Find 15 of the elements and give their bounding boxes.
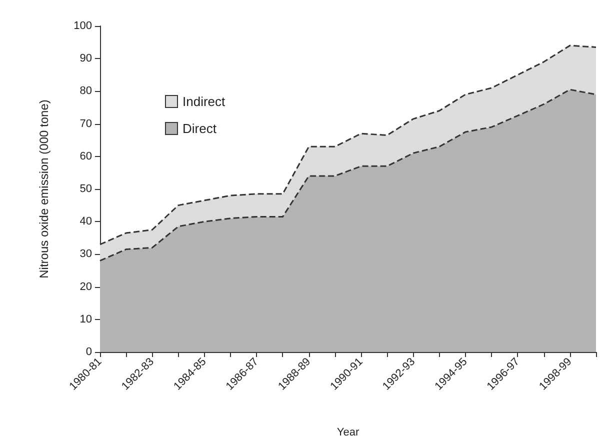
legend-label: Indirect [182, 94, 226, 109]
y-tick-label: 10 [80, 313, 92, 326]
y-tick-label: 40 [80, 216, 92, 228]
y-tick-label: 90 [80, 52, 92, 65]
y-tick-label: 100 [74, 20, 92, 32]
y-tick-label: 0 [86, 346, 92, 358]
y-tick-label: 60 [80, 150, 92, 162]
x-axis-title: Year [336, 426, 360, 438]
y-tick-label: 30 [80, 248, 92, 260]
y-tick-label: 80 [80, 85, 92, 98]
legend-label: Direct [182, 121, 217, 136]
y-tick-label: 50 [80, 183, 92, 195]
y-tick-label: 20 [80, 280, 92, 293]
y-axis-title: Nitrous oxide emission (000 tone) [37, 100, 51, 278]
y-tick-label: 70 [80, 118, 92, 130]
